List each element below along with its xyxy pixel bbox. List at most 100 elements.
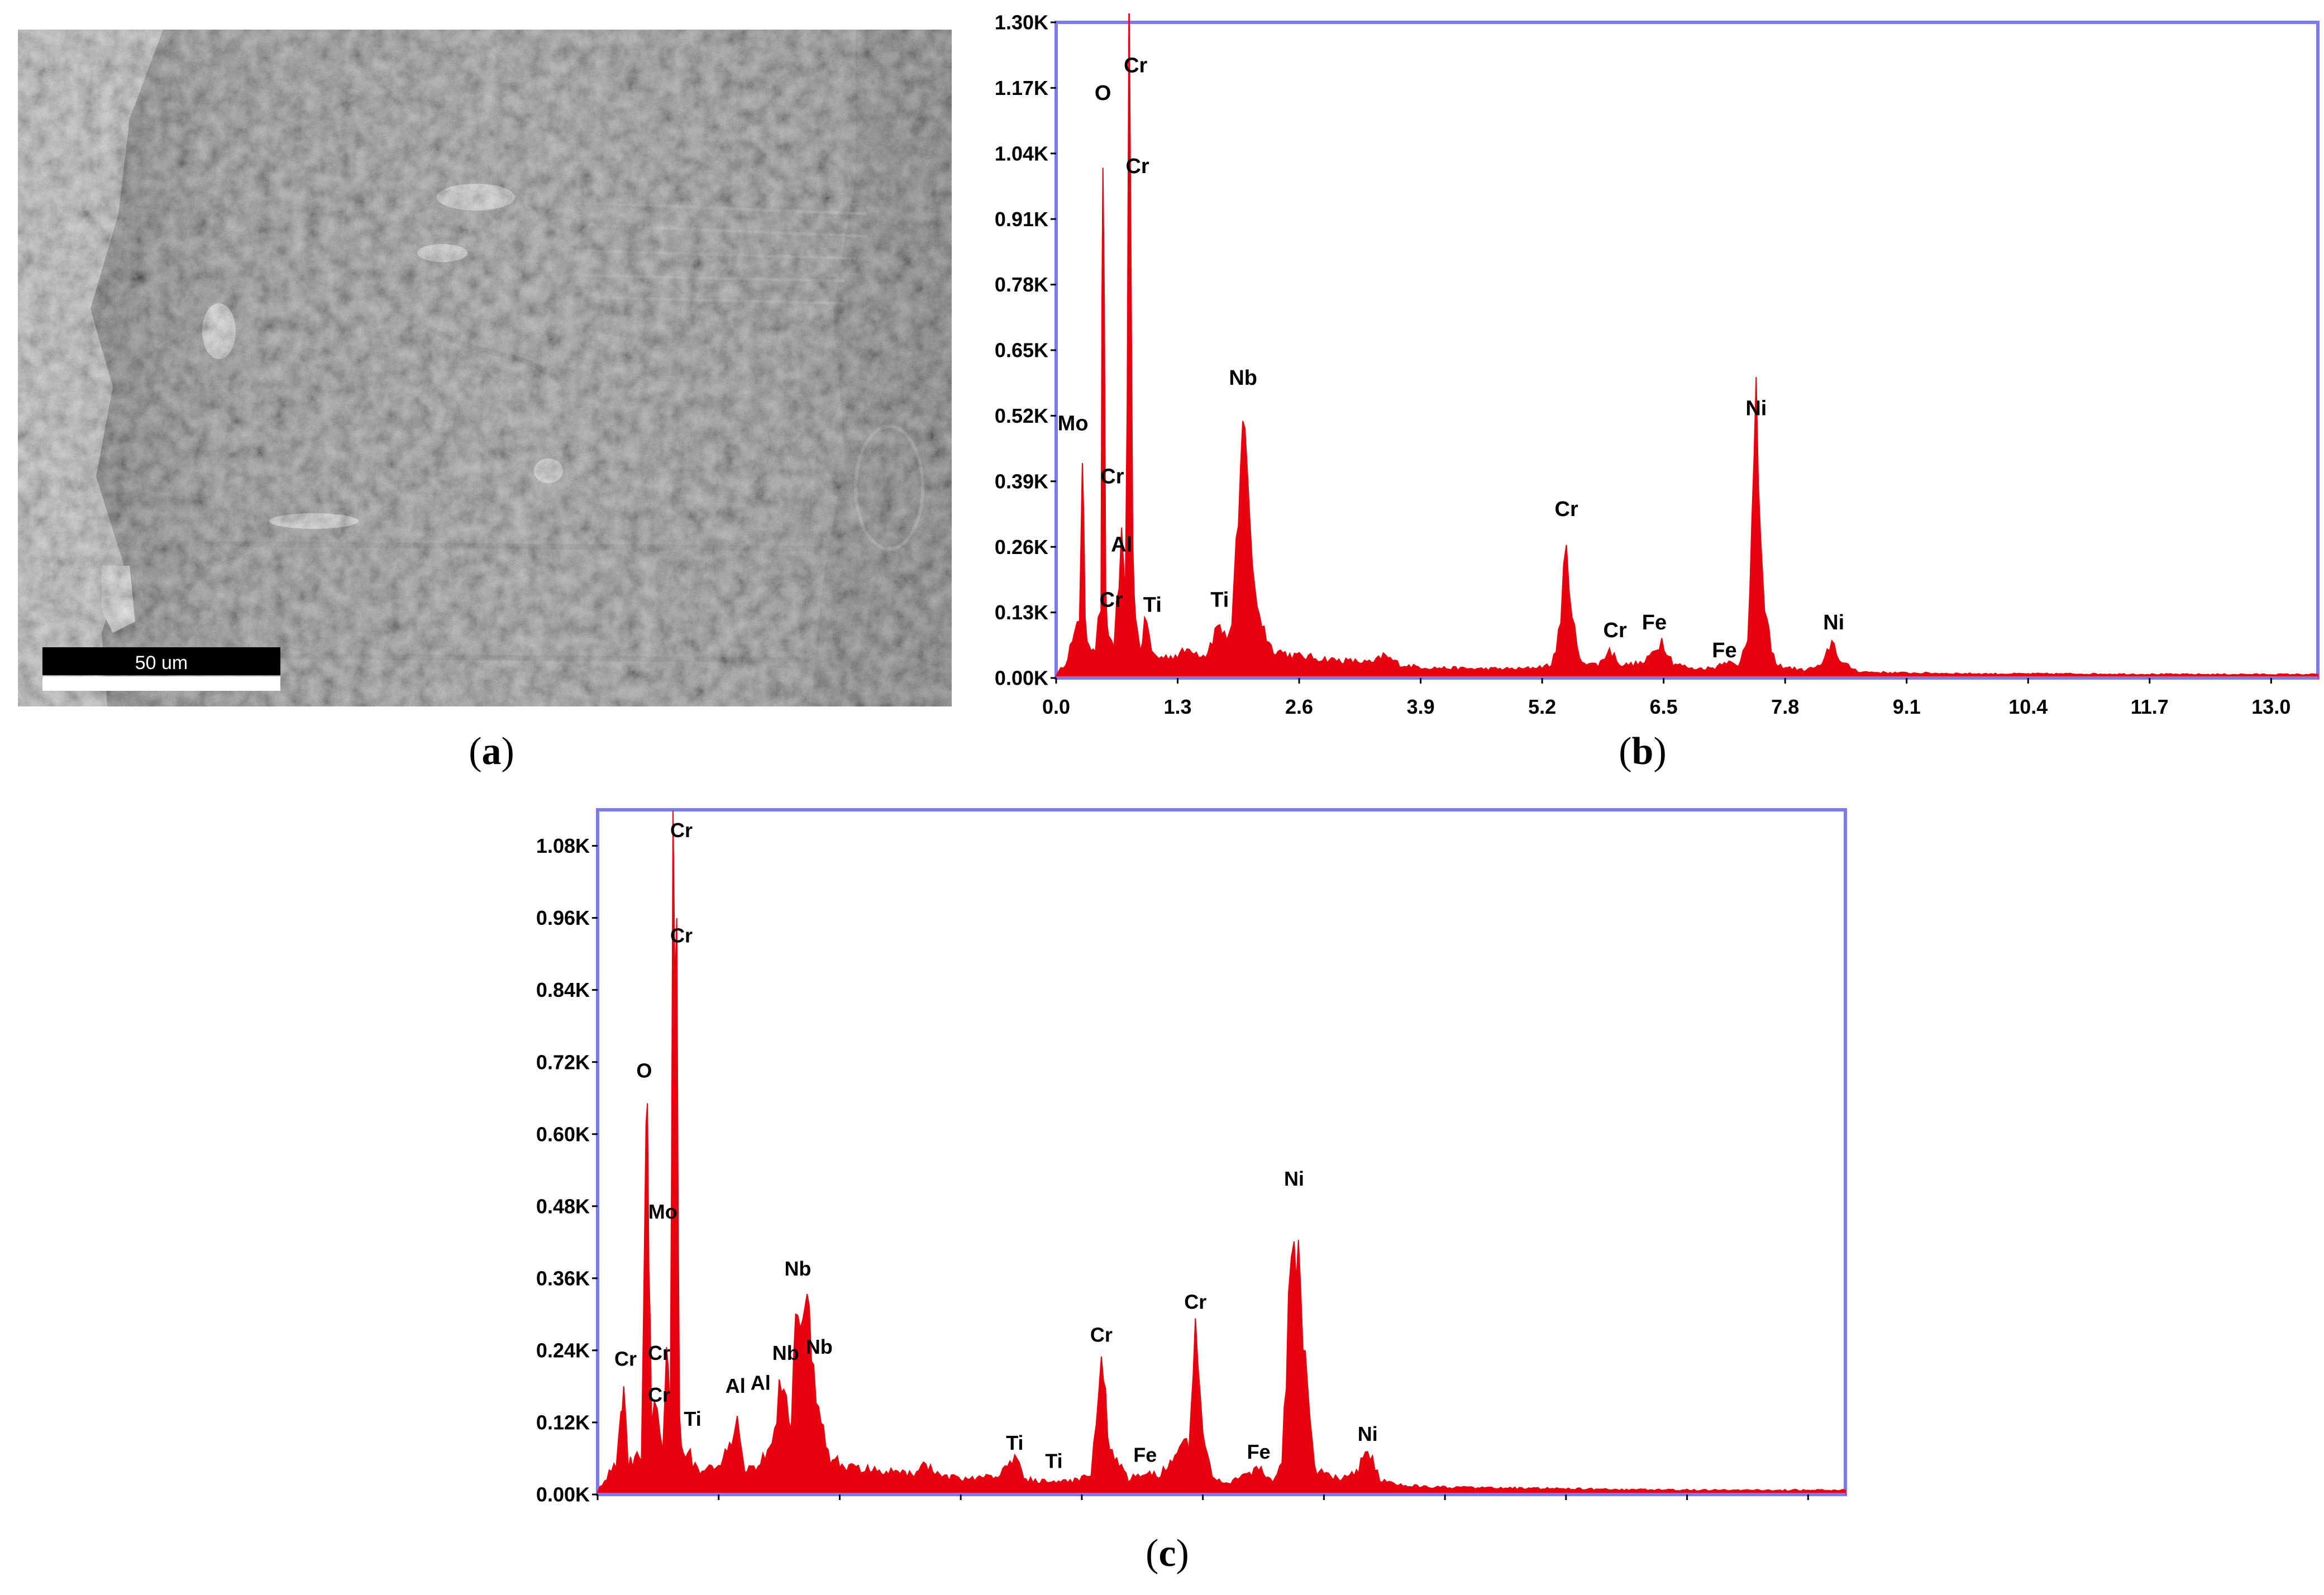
y-tick-label: 1.04K xyxy=(995,142,1048,165)
peak-label: Cr xyxy=(1090,1324,1113,1346)
peak-label: Fe xyxy=(1247,1440,1271,1463)
y-tick-label: 0.26K xyxy=(995,536,1048,558)
caption-a-open: ( xyxy=(469,730,482,773)
peak-label: Nb xyxy=(806,1335,833,1358)
x-tick-label: 3.9 xyxy=(947,1515,975,1517)
y-tick-label: 0.13K xyxy=(995,601,1048,624)
x-tick-label: 11.7 xyxy=(2131,695,2169,718)
caption-c-close: ) xyxy=(1176,1532,1189,1575)
peak-label: Ti xyxy=(1045,1449,1062,1472)
peak-label: Fe xyxy=(1642,611,1667,634)
caption-c-letter: c xyxy=(1158,1532,1176,1575)
x-tick-label: 10.4 xyxy=(1547,1515,1586,1517)
y-tick-label: 0.60K xyxy=(536,1123,590,1145)
x-tick-label: 5.2 xyxy=(1528,695,1556,718)
scale-bar: 50 um xyxy=(42,647,280,691)
peak-label: Nb xyxy=(784,1257,811,1280)
x-tick-label: 3.9 xyxy=(1407,695,1435,718)
x-tick-label: 1.3 xyxy=(705,1515,733,1517)
y-tick-label: 0.78K xyxy=(995,273,1048,296)
x-tick-label: 0.0 xyxy=(584,1515,612,1517)
peak-label: O xyxy=(636,1059,652,1082)
caption-c: (c) xyxy=(1146,1531,1189,1576)
y-tick-label: 1.17K xyxy=(995,77,1048,99)
peak-label: Ti xyxy=(684,1407,701,1430)
x-tick-label: 9.1 xyxy=(1431,1515,1459,1517)
peak-label: Mo xyxy=(1058,412,1089,436)
y-tick-label: 0.84K xyxy=(536,978,590,1001)
peak-label: Ni xyxy=(1284,1167,1304,1190)
peak-label: Ni xyxy=(1358,1422,1378,1445)
y-tick-label: 0.72K xyxy=(536,1050,590,1073)
caption-b-letter: b xyxy=(1631,730,1654,773)
sem-image: 50 um xyxy=(18,30,952,706)
peak-label: Cr xyxy=(1125,155,1149,178)
peak-label: Cr xyxy=(670,819,693,842)
peak-label: O xyxy=(1095,82,1111,105)
peak-label: Cr xyxy=(614,1348,637,1370)
x-tick-label: 1.3 xyxy=(1164,695,1192,718)
peak-label: Ni xyxy=(1745,397,1767,420)
y-tick-label: 0.65K xyxy=(995,339,1048,362)
y-tick-label: 1.08K xyxy=(536,834,590,857)
y-tick-label: 0.52K xyxy=(995,404,1048,427)
x-tick-label: 0.0 xyxy=(1042,695,1070,718)
caption-b-close: ) xyxy=(1653,730,1667,773)
y-tick-label: 0.00K xyxy=(536,1483,590,1506)
peak-label: Ni xyxy=(1823,611,1844,634)
x-tick-label: 11.7 xyxy=(1668,1515,1706,1517)
peak-label: Mo xyxy=(648,1200,677,1223)
peak-label: Cr xyxy=(648,1341,670,1364)
peak-label: Cr xyxy=(648,1383,670,1406)
peak-label: Cr xyxy=(1100,589,1123,612)
y-tick-label: 0.36K xyxy=(536,1267,590,1290)
peak-label: Al xyxy=(751,1372,771,1395)
eds-spectrum-b: 0.0 1.3 2.6 3.9 5.2 6.5 7.8 9.1 10.4 11.7 13.0 0.00… xyxy=(956,0,2324,728)
x-tick-label: 10.4 xyxy=(2008,695,2048,718)
caption-a-letter: a xyxy=(481,730,502,773)
peak-label: Fe xyxy=(1133,1444,1157,1467)
x-tick-label: 7.8 xyxy=(1771,695,1799,718)
peak-label: Nb xyxy=(772,1341,799,1364)
x-tick-label: 6.5 xyxy=(1189,1515,1217,1517)
y-tick-label: 0.00K xyxy=(995,667,1048,690)
x-tick-label: 6.5 xyxy=(1650,695,1678,718)
y-tick-label: 0.12K xyxy=(536,1411,590,1434)
spectrum-area xyxy=(597,810,1846,1495)
y-tick-label: 0.96K xyxy=(536,906,590,929)
x-tick-label: 13.0 xyxy=(2251,695,2290,718)
caption-a-close: ) xyxy=(501,730,514,773)
x-tick-label: 2.6 xyxy=(1285,695,1313,718)
scale-bar-label: 50 um xyxy=(135,652,188,674)
peak-label: Cr xyxy=(1555,498,1578,521)
caption-c-open: ( xyxy=(1146,1532,1159,1575)
y-tick-label: 0.24K xyxy=(536,1339,590,1362)
peak-label: Al xyxy=(1111,533,1132,556)
y-tick-label: 1.30K xyxy=(995,13,1048,34)
x-tick-label: 2.6 xyxy=(825,1515,853,1517)
x-tick-label: 9.1 xyxy=(1893,695,1921,718)
y-tick-label: 0.48K xyxy=(536,1195,590,1217)
peak-label: Cr xyxy=(1604,619,1627,642)
eds-spectrum-c-svg: 0.0 1.3 2.6 3.9 5.2 6.5 7.8 9.1 10.4 11.7 13.0 0.00… xyxy=(536,808,1847,1538)
caption-b: (b) xyxy=(1619,729,1667,774)
y-tick-label: 0.39K xyxy=(995,470,1048,493)
caption-b-open: ( xyxy=(1619,730,1632,773)
spectrum-area xyxy=(1056,0,2318,679)
x-tick-label: 7.8 xyxy=(1310,1515,1338,1517)
peak-label: Nb xyxy=(1229,366,1257,390)
peak-label: Fe xyxy=(1712,639,1736,662)
y-tick-label: 0.91K xyxy=(995,208,1048,231)
peak-label: Al xyxy=(726,1374,746,1397)
peak-label: Ti xyxy=(1006,1431,1023,1454)
peak-label: Cr xyxy=(670,924,693,947)
x-tick-label: 13.0 xyxy=(1788,1515,1827,1517)
sem-micrograph: 50 um xyxy=(18,30,952,706)
peak-label: Ti xyxy=(1143,594,1162,617)
peak-label: Cr xyxy=(1184,1290,1206,1313)
peak-label: Cr xyxy=(1100,465,1124,488)
caption-a: (a) xyxy=(469,729,514,774)
peak-label: Cr xyxy=(1124,54,1147,77)
eds-spectrum-b-svg: 0.0 1.3 2.6 3.9 5.2 6.5 7.8 9.1 10.4 11.7 13.0 0.00… xyxy=(995,0,2320,718)
eds-spectrum-c: 0.0 1.3 2.6 3.9 5.2 6.5 7.8 9.1 10.4 11.7 13.0 0.00… xyxy=(518,795,1852,1538)
